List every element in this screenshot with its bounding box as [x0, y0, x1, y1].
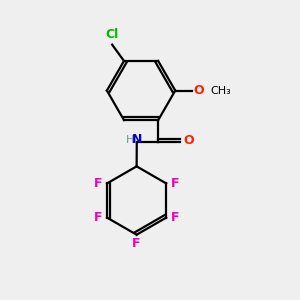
Text: F: F: [171, 177, 179, 190]
Text: F: F: [94, 211, 102, 224]
Text: H: H: [125, 135, 134, 145]
Text: F: F: [171, 211, 179, 224]
Text: F: F: [94, 177, 102, 190]
Text: CH₃: CH₃: [210, 85, 231, 96]
Text: O: O: [193, 84, 204, 97]
Text: F: F: [132, 236, 141, 250]
Text: O: O: [184, 134, 194, 147]
Text: Cl: Cl: [106, 28, 119, 41]
Text: N: N: [132, 133, 142, 146]
